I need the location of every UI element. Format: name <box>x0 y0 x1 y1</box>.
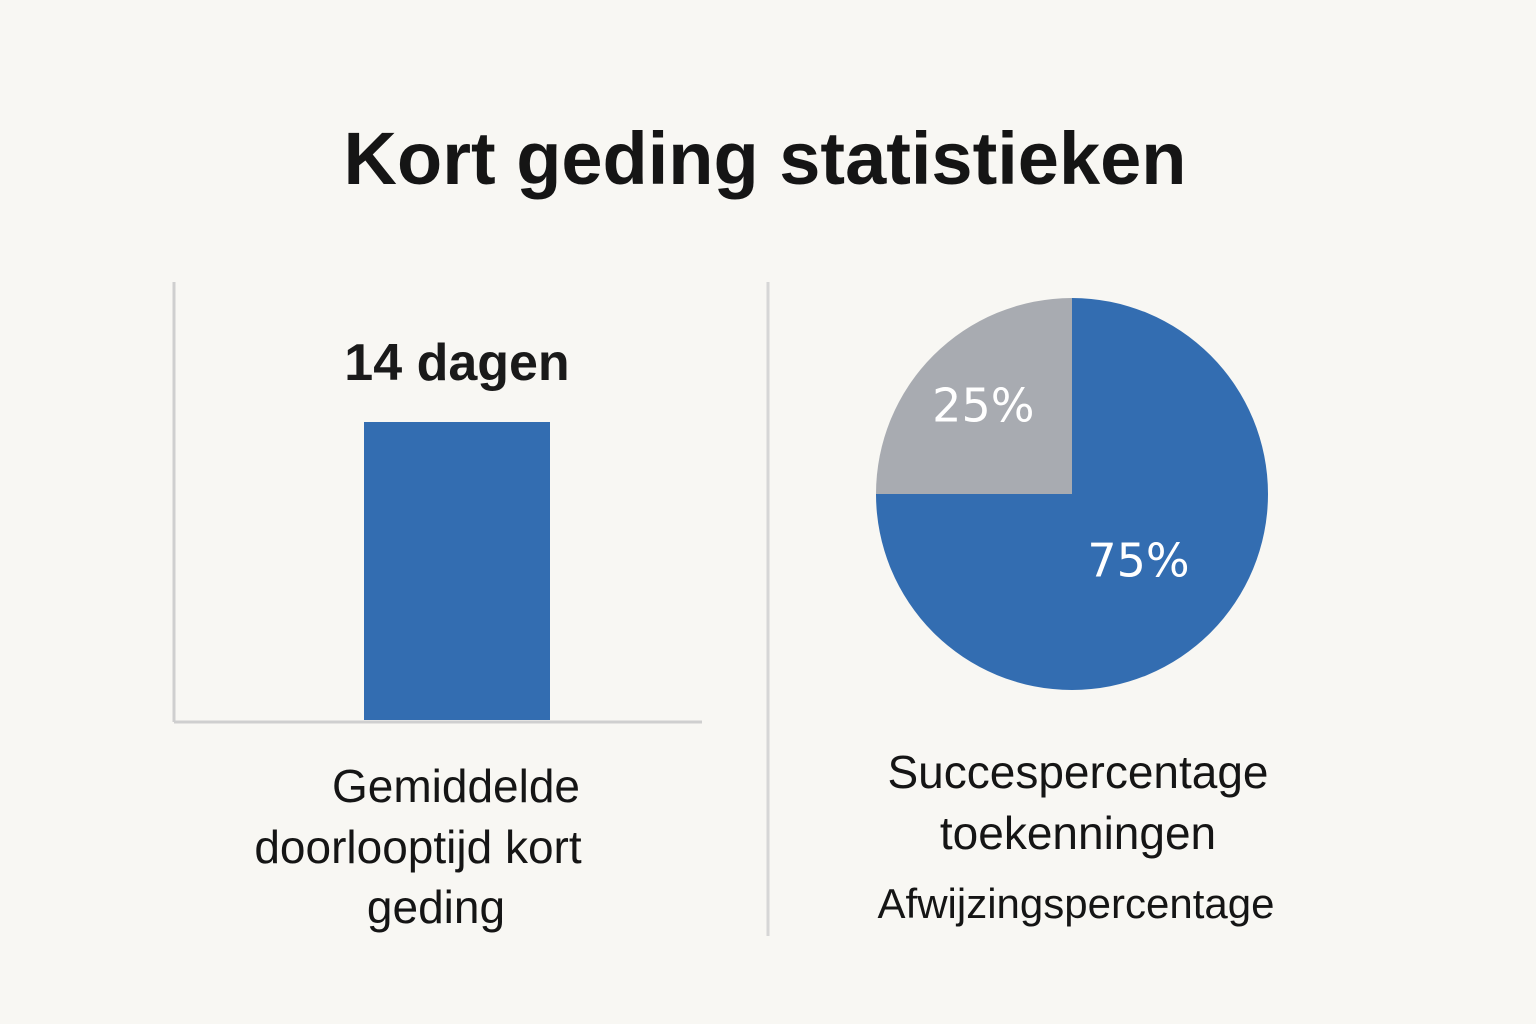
pie-caption-line: Succespercentage <box>887 746 1268 798</box>
pie-caption-line: toekenningen <box>940 807 1216 859</box>
bar-caption-line: geding <box>367 881 505 933</box>
bar-chart-caption: Gemiddelde doorlooptijd kort geding <box>254 760 582 933</box>
bar-caption-line: Gemiddelde <box>332 760 580 812</box>
pie-secondary-caption: Afwijzingspercentage <box>878 880 1275 927</box>
bar-caption-line: doorlooptijd kort <box>254 821 582 873</box>
pie-chart: 75% 25% Succespercentage toekenningen Afw… <box>876 298 1274 927</box>
bar-value-label: 14 dagen <box>344 334 569 392</box>
pie-slice-label: 75% <box>1087 534 1189 588</box>
page-title: Kort geding statistieken <box>344 117 1187 200</box>
bar-chart: 14 dagen Gemiddelde doorlooptijd kort ge… <box>172 282 702 933</box>
pie-slice <box>876 298 1072 494</box>
bar <box>364 422 550 720</box>
pie-chart-caption: Succespercentage toekenningen Afwijzings… <box>878 746 1275 927</box>
pie-slice-label: 25% <box>932 378 1034 432</box>
